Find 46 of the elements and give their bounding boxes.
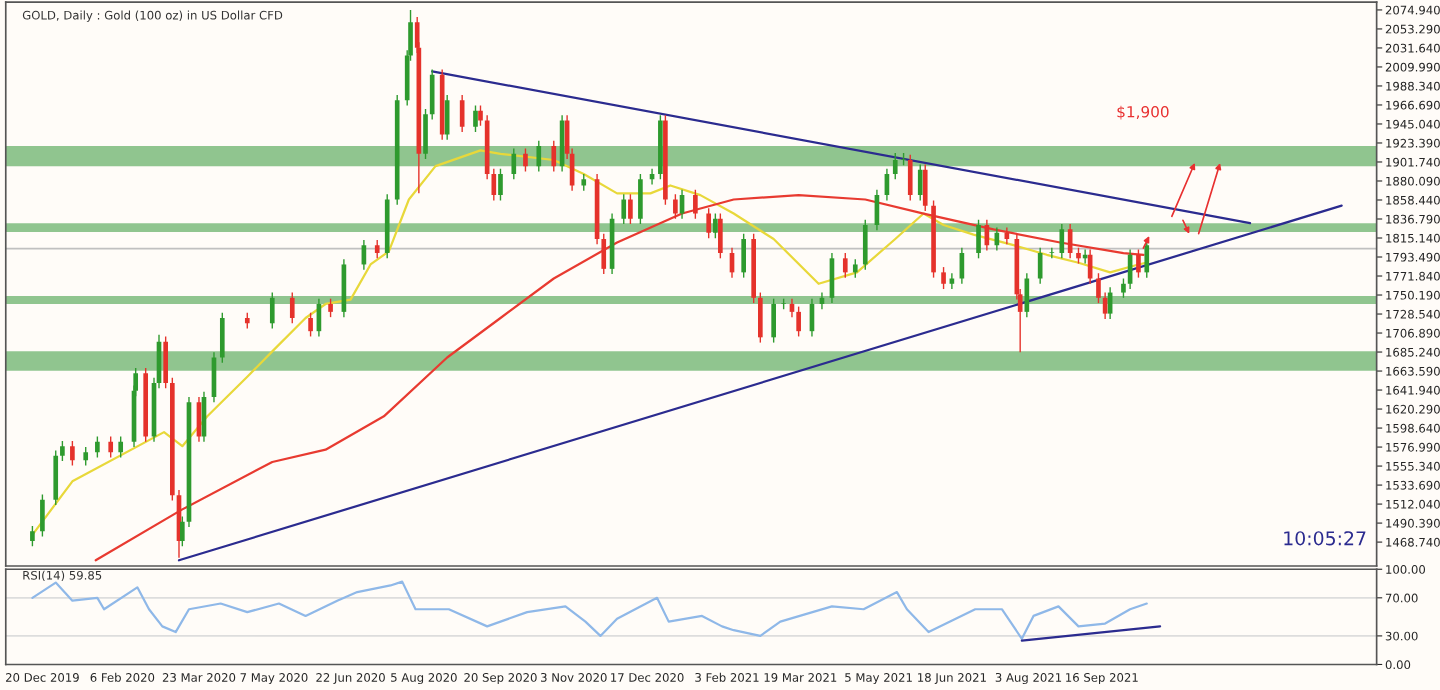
candlestick	[118, 435, 124, 459]
candlestick	[308, 312, 313, 338]
candlestick	[511, 147, 517, 181]
candlestick	[757, 291, 763, 344]
candlestick	[852, 258, 858, 279]
candlestick	[706, 207, 712, 239]
candlestick	[1059, 223, 1065, 260]
candlestick	[796, 305, 801, 338]
candlestick	[551, 139, 557, 173]
candlestick	[328, 298, 333, 318]
candlestick	[1049, 247, 1055, 260]
candlestick	[713, 212, 718, 239]
candlestick	[628, 193, 633, 225]
candlestick	[892, 152, 898, 181]
candlestick	[60, 440, 65, 462]
candlestick	[621, 193, 627, 225]
candlestick	[842, 252, 848, 279]
candlestick	[771, 298, 776, 344]
candlestick	[523, 147, 528, 173]
candlestick	[1144, 239, 1150, 279]
line-series	[31, 580, 1148, 640]
candlestick	[536, 139, 542, 173]
candlestick	[941, 266, 946, 290]
candlestick	[83, 446, 89, 467]
candlestick	[53, 449, 59, 506]
candlestick	[976, 218, 981, 260]
candlestick	[30, 525, 35, 547]
candlestick	[70, 440, 75, 467]
candlestick	[638, 173, 643, 225]
candlestick	[444, 94, 450, 141]
candlestick	[40, 493, 45, 538]
candlestick	[289, 291, 295, 324]
candlestick	[374, 239, 380, 260]
candlestick	[163, 335, 168, 389]
candlestick	[917, 163, 923, 202]
candlestick	[95, 435, 100, 459]
candlestick	[269, 291, 275, 330]
candlestick	[498, 168, 503, 202]
candlestick	[219, 312, 225, 364]
candlestick	[907, 154, 913, 202]
candlestick	[718, 212, 723, 260]
candlestick	[108, 435, 114, 459]
candlestick	[862, 218, 868, 271]
candlestick	[741, 233, 746, 279]
candlestick	[473, 104, 478, 133]
annotation: 10:05:27	[1284, 531, 1366, 546]
